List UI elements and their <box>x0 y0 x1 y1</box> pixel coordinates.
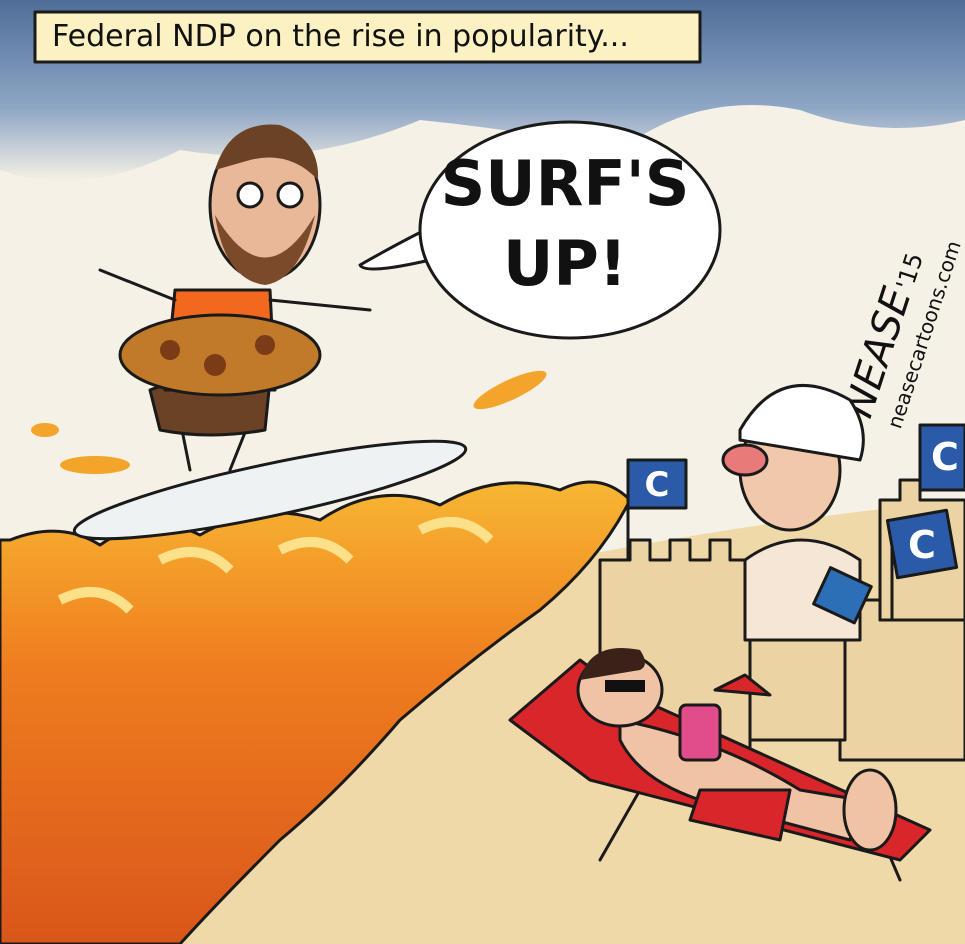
flag-letter: C <box>645 465 670 505</box>
speech-line: UP! <box>503 227 627 300</box>
inner-tube <box>120 315 320 395</box>
eye <box>278 183 302 207</box>
feet <box>844 770 896 850</box>
drink <box>680 705 720 760</box>
tube-spot <box>204 354 226 376</box>
flag-letter: C <box>908 523 936 567</box>
caption: Federal NDP on the rise in popularity... <box>52 19 629 54</box>
eye <box>238 183 262 207</box>
splash <box>60 456 130 474</box>
page: Federal NDP on the rise in popularity...… <box>0 0 965 944</box>
speech-line: SURF'S <box>441 147 690 220</box>
sunglasses <box>605 680 645 692</box>
tube-spot <box>255 335 275 355</box>
splash <box>31 423 59 437</box>
cartoon: Federal NDP on the rise in popularity...… <box>0 0 965 944</box>
tube-spot <box>160 340 180 360</box>
flag-letter: C <box>931 435 959 479</box>
nose <box>723 445 767 475</box>
